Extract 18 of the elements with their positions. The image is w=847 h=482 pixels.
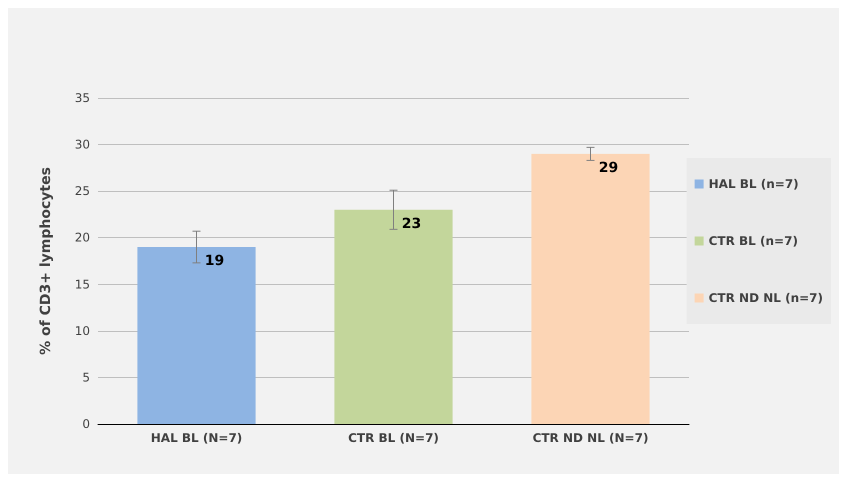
data-label: 19 [204,253,224,270]
y-tick-label: 5 [82,370,90,384]
legend-label: HAL BL (n=7) [708,177,799,191]
data-label: 23 [402,216,422,232]
y-tick-label: 30 [74,138,90,152]
x-tick-label: CTR BL (N=7) [348,431,439,445]
y-tick-label: 10 [74,324,90,338]
y-tick-label: 0 [82,417,90,431]
legend-label: CTR BL (n=7) [708,234,798,248]
legend-label: CTR ND NL (n=7) [708,291,823,305]
y-tick-label: 20 [74,230,90,245]
y-axis-title: % of CD3+ lymphocytes [38,167,54,355]
x-tick-label: HAL BL (N=7) [150,431,242,445]
y-tick-label: 35 [74,91,90,105]
y-tick-label: 25 [74,184,90,198]
x-tick-label: CTR ND NL (N=7) [532,431,648,445]
y-tick-label: 15 [74,277,90,292]
data-label: 29 [598,160,618,176]
